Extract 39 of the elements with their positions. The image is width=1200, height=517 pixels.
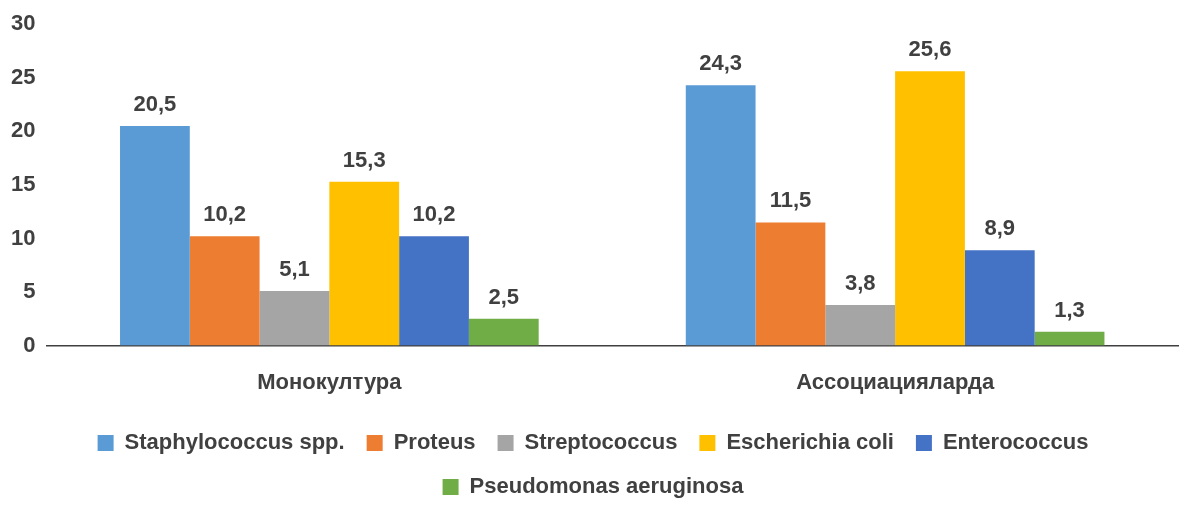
- y-tick-label: 20: [10, 117, 36, 143]
- y-tick-label: 0: [23, 331, 36, 357]
- data-label: 8,9: [984, 215, 1016, 241]
- legend-label: Escherichia coli: [726, 429, 894, 455]
- bar: [468, 318, 539, 346]
- data-label: 10,2: [203, 201, 247, 227]
- data-label: 20,5: [133, 91, 177, 117]
- data-label: 24,3: [699, 50, 743, 76]
- legend-label: Pseudomonas aeruginosa: [469, 473, 745, 499]
- bar: [1034, 331, 1105, 346]
- legend-label: Streptococcus: [524, 429, 678, 455]
- bar: [259, 290, 330, 346]
- bar: [964, 250, 1035, 346]
- data-label: 15,3: [342, 146, 386, 172]
- legend-label: Enterococcus: [942, 429, 1089, 455]
- data-label: 3,8: [844, 269, 876, 295]
- bar: [825, 304, 896, 346]
- bar: [189, 236, 260, 346]
- y-tick-label: 5: [23, 278, 36, 304]
- data-label: 5,1: [279, 256, 310, 282]
- bar: [755, 222, 826, 346]
- data-label: 10,2: [412, 201, 456, 227]
- bar: [685, 85, 756, 346]
- bar: [120, 125, 190, 346]
- y-tick-label: 30: [10, 10, 36, 36]
- x-tick-label: Монокултура: [257, 368, 403, 394]
- x-tick-label: Ассоциацияларда: [796, 368, 995, 394]
- legend-label: Proteus: [393, 429, 476, 455]
- y-tick-label: 25: [10, 63, 36, 89]
- legend-label: Staphylococcus spp.: [124, 429, 345, 455]
- data-label: 1,3: [1054, 296, 1085, 322]
- bar: [399, 236, 469, 346]
- y-tick-label: 10: [10, 224, 36, 250]
- data-label: 11,5: [769, 187, 812, 213]
- data-label: 2,5: [488, 283, 520, 309]
- bar: [895, 71, 965, 346]
- data-label: 25,6: [908, 36, 952, 62]
- y-tick-label: 15: [10, 170, 36, 196]
- bar: [329, 181, 400, 346]
